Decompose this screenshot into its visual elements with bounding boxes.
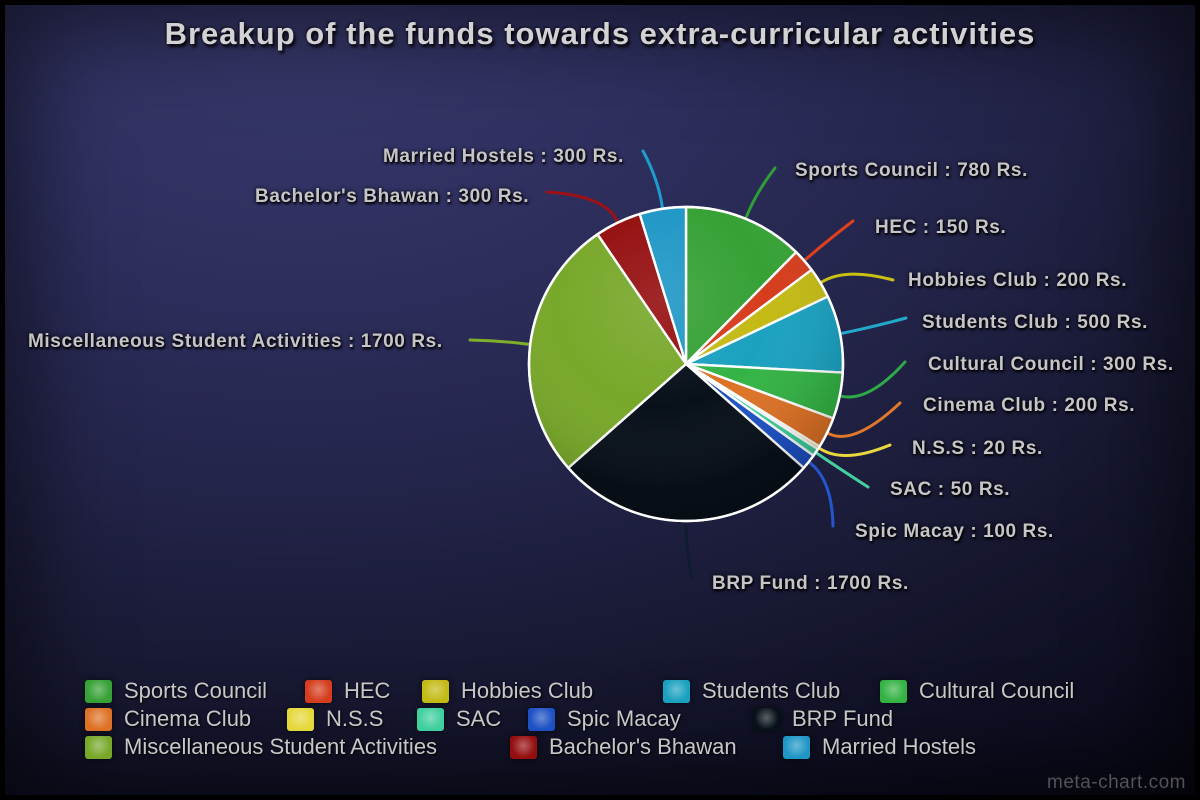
legend-label-students-club: Students Club xyxy=(702,678,841,703)
legend-item-sports-council: Sports Council xyxy=(85,678,267,704)
legend-swatch-hec xyxy=(305,679,332,703)
legend-swatch-n-s-s xyxy=(287,707,314,731)
legend-item-miscellaneous-student-activities: Miscellaneous Student Activities xyxy=(85,734,437,760)
leader-line-n-s-s xyxy=(818,443,892,458)
legend-swatch-sac xyxy=(417,707,444,731)
callout-label-sac: SAC : 50 Rs. xyxy=(890,479,1011,500)
leader-line-sports-council xyxy=(744,166,777,219)
leader-line-students-club xyxy=(840,316,908,335)
leader-line-cultural-council xyxy=(840,360,907,399)
legend-label-spic-macay: Spic Macay xyxy=(567,706,681,731)
legend-item-brp-fund: BRP Fund xyxy=(753,706,893,732)
legend-swatch-sports-council xyxy=(85,679,112,703)
legend-swatch-cultural-council xyxy=(880,679,907,703)
callout-label-brp-fund: BRP Fund : 1700 Rs. xyxy=(712,573,909,594)
legend-label-n-s-s: N.S.S xyxy=(326,706,384,731)
watermark-meta-chart: meta-chart.com xyxy=(1047,772,1186,793)
legend-label-hec: HEC xyxy=(344,678,391,703)
leader-line-married-hostels xyxy=(641,149,664,209)
callout-label-miscellaneous-student-activities: Miscellaneous Student Activities : 1700 … xyxy=(28,331,443,352)
legend-label-sac: SAC xyxy=(456,706,502,731)
legend-swatch-miscellaneous-student-activities xyxy=(85,735,112,759)
callout-label-students-club: Students Club : 500 Rs. xyxy=(922,312,1149,333)
callout-label-sports-council: Sports Council : 780 Rs. xyxy=(795,160,1028,181)
legend-swatch-cinema-club xyxy=(85,707,112,731)
legend-item-hec: HEC xyxy=(305,678,390,704)
legend-label-married-hostels: Married Hostels xyxy=(822,734,977,759)
legend-swatch-hobbies-club xyxy=(422,679,449,703)
legend-item-cultural-council: Cultural Council xyxy=(880,678,1074,704)
legend-label-hobbies-club: Hobbies Club xyxy=(461,678,594,703)
chart-title: Breakup of the funds towards extra-curri… xyxy=(164,16,1036,51)
legend-item-students-club: Students Club xyxy=(663,678,840,704)
legend-swatch-bachelor-s-bhawan xyxy=(510,735,537,759)
callout-label-spic-macay: Spic Macay : 100 Rs. xyxy=(855,521,1054,542)
callout-label-cinema-club: Cinema Club : 200 Rs. xyxy=(923,395,1136,416)
legend-label-sports-council: Sports Council xyxy=(124,678,268,703)
pie-outer-ring xyxy=(527,205,845,523)
legend-item-n-s-s: N.S.S xyxy=(287,706,383,732)
leader-line-bachelor-s-bhawan xyxy=(545,190,619,223)
callout-label-hec: HEC : 150 Rs. xyxy=(875,217,1007,238)
legend-item-spic-macay: Spic Macay xyxy=(528,706,681,732)
legend-label-brp-fund: BRP Fund xyxy=(792,706,894,731)
callout-label-cultural-council: Cultural Council : 300 Rs. xyxy=(928,354,1174,375)
legend-item-hobbies-club: Hobbies Club xyxy=(422,678,593,704)
legend-item-cinema-club: Cinema Club xyxy=(85,706,251,732)
legend-label-cinema-club: Cinema Club xyxy=(124,706,252,731)
leader-line-cinema-club xyxy=(827,401,902,438)
leader-line-hobbies-club xyxy=(820,272,895,284)
leader-line-hec xyxy=(804,219,855,261)
legend-swatch-married-hostels xyxy=(783,735,810,759)
legend-item-married-hostels: Married Hostels xyxy=(783,734,976,760)
legend-item-sac: SAC xyxy=(417,706,501,732)
legend-swatch-brp-fund xyxy=(753,707,780,731)
callout-label-bachelor-s-bhawan: Bachelor's Bhawan : 300 Rs. xyxy=(255,186,530,207)
legend-label-bachelor-s-bhawan: Bachelor's Bhawan xyxy=(549,734,737,759)
legend-label-miscellaneous-student-activities: Miscellaneous Student Activities xyxy=(124,734,438,759)
leader-line-miscellaneous-student-activities xyxy=(468,338,530,346)
callout-label-n-s-s: N.S.S : 20 Rs. xyxy=(912,438,1043,459)
callout-label-married-hostels: Married Hostels : 300 Rs. xyxy=(383,146,624,167)
legend-item-bachelor-s-bhawan: Bachelor's Bhawan xyxy=(510,734,737,760)
legend-label-cultural-council: Cultural Council xyxy=(919,678,1075,703)
callout-label-hobbies-club: Hobbies Club : 200 Rs. xyxy=(908,270,1128,291)
legend-swatch-spic-macay xyxy=(528,707,555,731)
leader-line-spic-macay xyxy=(808,461,835,528)
leader-line-brp-fund xyxy=(684,521,694,580)
legend-swatch-students-club xyxy=(663,679,690,703)
